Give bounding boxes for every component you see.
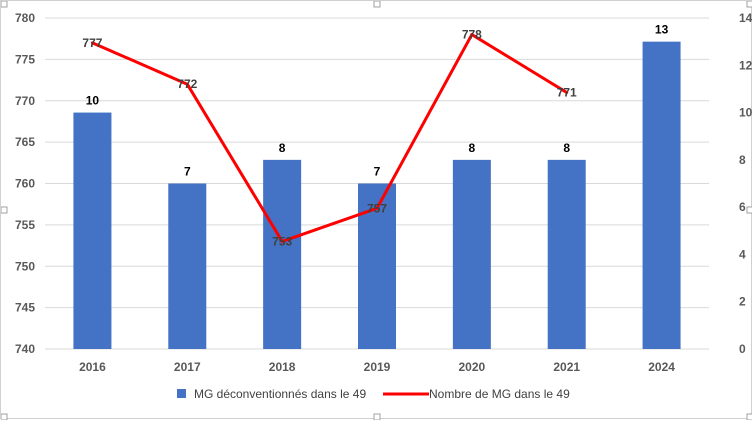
- y-axis-left-tick-label: 775: [15, 52, 35, 66]
- y-axis-right-tick-label: 10: [739, 106, 752, 120]
- bar-data-label: 8: [279, 141, 286, 155]
- line-data-label: 753: [272, 234, 292, 248]
- legend-swatch-bar: [177, 389, 186, 398]
- right-axis-ticks: 0 2 4 6 8 10 12 14: [739, 11, 752, 356]
- y-axis-left-tick-label: 750: [15, 259, 35, 273]
- resize-handle-bottom-right[interactable]: [746, 413, 752, 421]
- bar-data-label: 13: [655, 23, 669, 37]
- y-axis-right-tick-label: 12: [739, 58, 752, 72]
- y-axis-right-tick-label: 2: [739, 295, 746, 309]
- y-axis-right-tick-label: 8: [739, 153, 746, 167]
- resize-handle-top-left[interactable]: [0, 0, 8, 8]
- y-axis-left-tick-label: 740: [15, 342, 35, 356]
- y-axis-left-tick-label: 765: [15, 135, 35, 149]
- line-point: [470, 33, 474, 37]
- y-axis-right-tick-label: 4: [739, 247, 746, 261]
- bar: [452, 159, 491, 349]
- resize-handle-top-right[interactable]: [746, 0, 752, 8]
- x-axis-tick-label: 2020: [459, 360, 486, 374]
- bar: [547, 159, 586, 349]
- legend-label-bar: MG déconventionnés dans le 49: [194, 387, 366, 401]
- x-axis-tick-label: 2016: [79, 360, 106, 374]
- bar-data-label: 8: [563, 141, 570, 155]
- line-series: [90, 33, 569, 243]
- bar: [73, 112, 112, 349]
- resize-handle-left[interactable]: [0, 206, 8, 214]
- x-axis-tick-label: 2019: [364, 360, 391, 374]
- bar-data-label: 10: [86, 94, 100, 108]
- resize-handle-bottom-left[interactable]: [0, 413, 8, 421]
- line-point: [185, 82, 189, 86]
- y-axis-right-tick-label: 6: [739, 200, 746, 214]
- line-point: [375, 206, 379, 210]
- line-data-label: 757: [367, 201, 387, 215]
- y-axis-left-tick-label: 780: [15, 11, 35, 25]
- legend: MG déconventionnés dans le 49 Nombre de …: [177, 387, 570, 401]
- bar-data-labels: 10 7 8 7 8 8 13: [86, 23, 669, 179]
- x-axis-tick-label: 2024: [648, 360, 675, 374]
- x-axis-tick-label: 2018: [269, 360, 296, 374]
- y-axis-left-tick-label: 770: [15, 94, 35, 108]
- line-data-label: 772: [177, 77, 197, 91]
- line-data-label: 771: [557, 85, 577, 99]
- line-data-label: 777: [82, 36, 102, 50]
- y-axis-right-tick-label: 0: [739, 342, 746, 356]
- line-point: [565, 90, 569, 94]
- bar-data-label: 8: [469, 141, 476, 155]
- line-path: [91, 33, 568, 243]
- bar-data-label: 7: [184, 165, 191, 179]
- resize-handle-bottom[interactable]: [373, 413, 381, 421]
- resize-handle-right[interactable]: [746, 206, 752, 214]
- resize-handle-top[interactable]: [373, 0, 381, 8]
- x-axis-ticks: 2016 2017 2018 2019 2020 2021 2024: [79, 360, 675, 374]
- line-point: [280, 239, 284, 243]
- bar-series: [73, 41, 681, 350]
- bar: [358, 183, 396, 349]
- x-axis-tick-label: 2017: [174, 360, 201, 374]
- legend-label-line: Nombre de MG dans le 49: [429, 387, 570, 401]
- bar: [642, 41, 681, 350]
- bar-data-label: 7: [374, 165, 381, 179]
- y-axis-left-tick-label: 745: [15, 301, 35, 315]
- y-axis-left-tick-label: 760: [15, 177, 35, 191]
- left-axis-ticks: 740 745 750 755 760 765 770 775 780: [15, 11, 35, 356]
- y-axis-left-tick-label: 755: [15, 218, 35, 232]
- line-point: [90, 41, 94, 45]
- y-axis-right-tick-label: 14: [739, 11, 752, 25]
- bar: [168, 183, 207, 349]
- bar: [263, 159, 302, 349]
- line-data-label: 778: [462, 28, 482, 42]
- x-axis-tick-label: 2021: [553, 360, 580, 374]
